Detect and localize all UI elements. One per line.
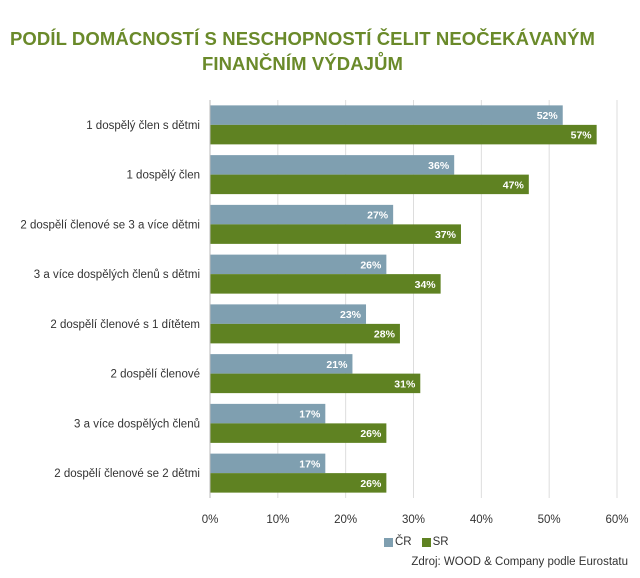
data-label: 47% [503,179,525,191]
chart-title-line-1: PODÍL DOMÁCNOSTÍ S NESCHOPNOSTÍ ČELIT NE… [9,28,596,49]
bar-sr [210,373,421,394]
data-label: 26% [360,478,382,490]
bar-cr [210,155,455,175]
category-label: 1 dospělý člen s dětmi [86,120,200,132]
data-label: 17% [299,458,321,470]
category-label: 2 dospělí členové se 2 dětmi [54,468,200,480]
data-label: 27% [367,210,389,222]
data-label: 57% [571,130,593,142]
category-label: 1 dospělý člen [126,170,200,182]
data-label: 34% [415,279,437,291]
category-label: 3 a více dospělých členů [74,418,200,430]
source-note: Zdroj: WOOD & Company podle Eurostatu [411,556,628,568]
legend-label-sr: SR [432,536,449,548]
bar-sr [210,124,597,145]
chart-title: PODÍL DOMÁCNOSTÍ S NESCHOPNOSTÍ ČELIT NE… [0,26,605,76]
legend-item-sr: SR [421,536,449,548]
data-label: 37% [435,229,457,241]
legend: ČR SR [384,536,455,548]
category-label: 2 dospělí členové [110,369,200,381]
bar-cr [210,105,563,125]
bar-cr [210,453,326,474]
bar-sr [210,174,529,195]
data-label: 26% [360,259,382,271]
data-label: 26% [360,428,382,440]
legend-label-cr: ČR [395,536,412,548]
category-label: 2 dospělí členové s 1 dítětem [50,319,200,331]
data-label: 36% [428,160,450,172]
bar-sr [210,323,400,344]
legend-swatch-cr [384,537,393,547]
data-label: 23% [340,309,362,321]
data-label: 52% [537,110,559,122]
x-tick-label: 20% [334,514,357,526]
data-label: 17% [299,409,321,421]
x-tick-label: 30% [402,514,425,526]
bar-cr [210,204,394,225]
x-tick-label: 50% [538,514,561,526]
x-tick-label: 0% [202,514,219,526]
bar-sr [210,274,441,294]
category-label: 2 dospělí členové se 3 a více dětmi [20,219,200,231]
bar-sr [210,224,461,244]
data-label: 31% [394,378,416,390]
x-tick-label: 60% [605,514,628,526]
bar-cr [210,403,326,424]
bar-cr [210,304,367,324]
x-tick-label: 10% [266,514,289,526]
data-label: 28% [374,329,396,341]
bar-cr [210,254,387,275]
legend-swatch-sr [421,537,431,547]
x-tick-label: 40% [470,514,493,526]
chart-title-line-2: FINANČNÍM VÝDAJŮM [201,53,404,74]
bar-sr [210,473,387,493]
bar-cr [210,354,353,374]
data-label: 21% [326,359,348,371]
bar-sr [210,423,387,443]
category-label: 3 a více dospělých členů s dětmi [34,269,200,281]
legend-item-cr: ČR [384,536,412,548]
